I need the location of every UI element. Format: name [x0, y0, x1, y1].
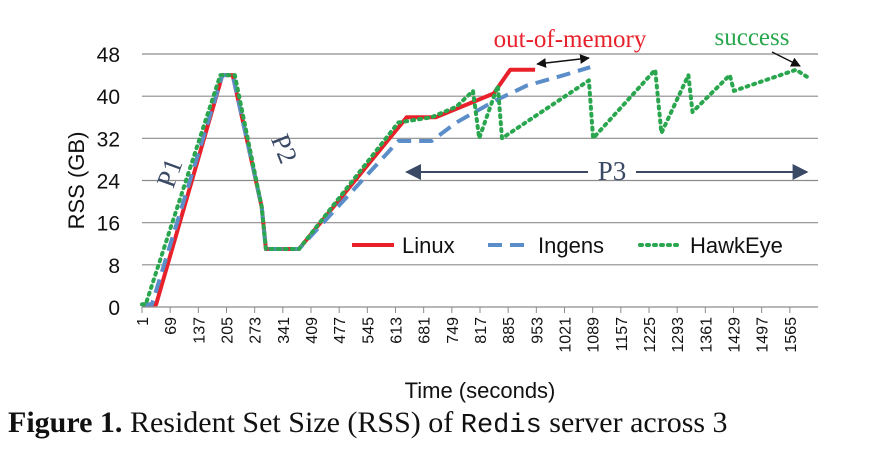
x-tick-label: 205 [220, 317, 237, 344]
rss-line-chart: 0 8 16 24 32 40 48 1 69 137 205 273 341 409 477 545 613 6… [64, 24, 818, 403]
annotation-p2: P2 [265, 130, 304, 168]
x-tick-label: 1089 [586, 317, 603, 353]
x-tick-label: 69 [163, 317, 180, 335]
y-tick-label: 0 [108, 297, 120, 320]
y-tick-label: 40 [97, 86, 120, 109]
x-tick-label: 1225 [642, 317, 659, 353]
x-tick-label: 545 [360, 317, 377, 344]
x-tick-label: 409 [304, 317, 321, 344]
caption-text-after: server across 3 [541, 406, 728, 439]
figure-caption: Figure 1. Resident Set Size (RSS) of Red… [8, 406, 888, 441]
legend-label-ingens: Ingens [538, 233, 604, 258]
y-tick-label: 8 [108, 255, 120, 278]
x-tick-label: 681 [417, 317, 434, 344]
x-tick-label: 817 [473, 317, 490, 344]
caption-code: Redis [460, 411, 542, 441]
x-tick-label: 1429 [727, 317, 744, 353]
x-tick-label: 953 [529, 317, 546, 344]
x-tick-label: 1497 [755, 317, 772, 353]
y-tick-label: 48 [97, 44, 120, 67]
x-tick-label: 341 [276, 317, 293, 344]
series-line-hawkeye [140, 67, 811, 307]
y-axis-title: RSS (GB) [64, 132, 89, 230]
annotation-success: success [715, 24, 790, 51]
x-tick-label: 1157 [614, 317, 631, 352]
x-tick-label: 1293 [670, 317, 687, 353]
annotation-out-of-memory: out-of-memory [494, 26, 647, 53]
series-line-ingens [142, 65, 591, 307]
caption-text-before: Resident Set Size (RSS) of [122, 406, 461, 439]
x-tick-label: 1 [135, 317, 152, 326]
x-tick-label: 1565 [783, 317, 800, 353]
x-tick-label: 1361 [698, 317, 715, 353]
x-tick-label: 885 [501, 317, 518, 344]
annotation-p3: P3 [598, 156, 627, 186]
y-tick-label: 32 [97, 128, 120, 151]
x-tick-label: 273 [248, 317, 265, 344]
x-tick-label: 1021 [558, 317, 575, 353]
x-tick-label: 613 [389, 317, 406, 344]
figure-label: Figure 1. [8, 406, 123, 439]
y-tick-label: 16 [97, 213, 120, 236]
x-tick-label: 137 [191, 317, 208, 344]
y-tick-label: 24 [97, 171, 121, 194]
legend-label-linux: Linux [402, 233, 455, 258]
annotation-oom-arrow [536, 54, 590, 68]
x-tick-label: 477 [332, 317, 349, 344]
legend-label-hawkeye: HawkEye [690, 233, 783, 258]
x-tick-label: 749 [445, 317, 462, 344]
annotation-success-arrow [771, 51, 801, 67]
x-axis-title: Time (seconds) [405, 378, 556, 403]
